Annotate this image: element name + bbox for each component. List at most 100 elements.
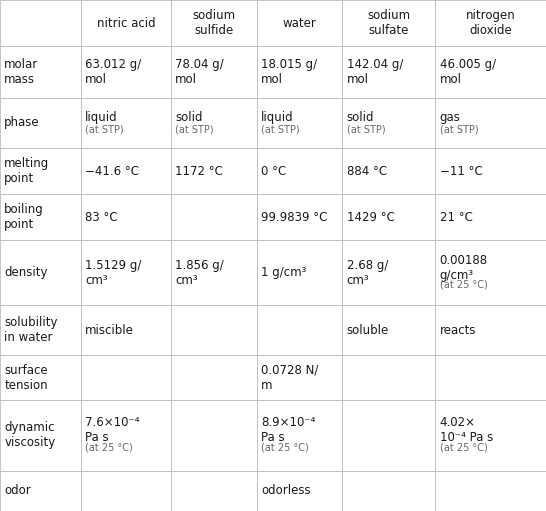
Bar	[81, 401, 171, 471]
Bar	[171, 471, 257, 511]
Text: 1.5129 g/
cm³: 1.5129 g/ cm³	[85, 259, 141, 287]
Bar	[0, 240, 81, 305]
Bar	[0, 194, 81, 240]
Text: nitrogen
dioxide: nitrogen dioxide	[466, 9, 515, 37]
Text: 1429 °C: 1429 °C	[347, 211, 395, 224]
Bar	[0, 305, 81, 356]
Bar	[171, 0, 257, 46]
Bar	[0, 401, 81, 471]
Bar	[171, 356, 257, 401]
Bar	[342, 194, 435, 240]
Bar	[257, 148, 342, 194]
Text: 1.856 g/
cm³: 1.856 g/ cm³	[175, 259, 224, 287]
Text: 46.005 g/
mol: 46.005 g/ mol	[440, 58, 496, 86]
Text: density: density	[4, 266, 48, 279]
Bar	[257, 401, 342, 471]
Bar	[342, 305, 435, 356]
Bar	[171, 401, 257, 471]
Bar	[171, 98, 257, 148]
Bar	[257, 471, 342, 511]
Text: −41.6 °C: −41.6 °C	[85, 165, 139, 178]
Bar	[342, 356, 435, 401]
Text: −11 °C: −11 °C	[440, 165, 482, 178]
Text: (at 25 °C): (at 25 °C)	[440, 280, 487, 290]
Text: (at STP): (at STP)	[85, 124, 124, 134]
Text: odor: odor	[4, 484, 31, 497]
Text: 0.00188
g/cm³: 0.00188 g/cm³	[440, 253, 488, 282]
Bar	[435, 46, 546, 98]
Bar	[0, 0, 81, 46]
Text: 8.9×10⁻⁴
Pa s: 8.9×10⁻⁴ Pa s	[261, 416, 316, 445]
Bar	[171, 305, 257, 356]
Text: 18.015 g/
mol: 18.015 g/ mol	[261, 58, 317, 86]
Text: phase: phase	[4, 117, 40, 129]
Text: gas: gas	[440, 111, 460, 124]
Bar	[81, 148, 171, 194]
Text: 0 °C: 0 °C	[261, 165, 286, 178]
Text: liquid: liquid	[261, 111, 294, 124]
Bar	[342, 0, 435, 46]
Text: 7.6×10⁻⁴
Pa s: 7.6×10⁻⁴ Pa s	[85, 416, 140, 445]
Text: sodium
sulfide: sodium sulfide	[192, 9, 235, 37]
Bar	[81, 305, 171, 356]
Text: (at STP): (at STP)	[440, 124, 478, 134]
Text: molar
mass: molar mass	[4, 58, 39, 86]
Bar	[0, 356, 81, 401]
Bar	[342, 401, 435, 471]
Bar	[257, 46, 342, 98]
Bar	[257, 356, 342, 401]
Text: (at STP): (at STP)	[347, 124, 385, 134]
Text: (at STP): (at STP)	[175, 124, 214, 134]
Bar	[435, 240, 546, 305]
Text: 1172 °C: 1172 °C	[175, 165, 223, 178]
Text: sodium
sulfate: sodium sulfate	[367, 9, 410, 37]
Bar	[342, 46, 435, 98]
Text: odorless: odorless	[261, 484, 311, 497]
Text: solid: solid	[347, 111, 374, 124]
Bar	[435, 0, 546, 46]
Bar	[257, 0, 342, 46]
Text: water: water	[282, 16, 317, 30]
Bar	[0, 98, 81, 148]
Text: liquid: liquid	[85, 111, 118, 124]
Text: solubility
in water: solubility in water	[4, 316, 58, 344]
Text: reacts: reacts	[440, 323, 476, 337]
Text: 99.9839 °C: 99.9839 °C	[261, 211, 328, 224]
Bar	[171, 194, 257, 240]
Text: (at 25 °C): (at 25 °C)	[85, 443, 133, 453]
Text: 4.02×
10⁻⁴ Pa s: 4.02× 10⁻⁴ Pa s	[440, 416, 493, 445]
Text: surface
tension: surface tension	[4, 364, 48, 392]
Text: 884 °C: 884 °C	[347, 165, 387, 178]
Text: 1 g/cm³: 1 g/cm³	[261, 266, 306, 279]
Text: (at 25 °C): (at 25 °C)	[440, 443, 487, 453]
Text: 142.04 g/
mol: 142.04 g/ mol	[347, 58, 403, 86]
Text: solid: solid	[175, 111, 203, 124]
Bar	[342, 471, 435, 511]
Bar	[257, 305, 342, 356]
Bar	[257, 240, 342, 305]
Text: 21 °C: 21 °C	[440, 211, 472, 224]
Bar	[342, 240, 435, 305]
Bar	[435, 305, 546, 356]
Bar	[0, 148, 81, 194]
Bar	[81, 0, 171, 46]
Text: 0.0728 N/
m: 0.0728 N/ m	[261, 364, 318, 392]
Bar	[342, 98, 435, 148]
Bar	[81, 356, 171, 401]
Text: miscible: miscible	[85, 323, 134, 337]
Text: nitric acid: nitric acid	[97, 16, 155, 30]
Text: 2.68 g/
cm³: 2.68 g/ cm³	[347, 259, 388, 287]
Bar	[435, 471, 546, 511]
Text: dynamic
viscosity: dynamic viscosity	[4, 422, 56, 450]
Bar	[435, 356, 546, 401]
Text: melting
point: melting point	[4, 157, 50, 185]
Bar	[342, 148, 435, 194]
Text: (at 25 °C): (at 25 °C)	[261, 443, 308, 453]
Bar	[81, 98, 171, 148]
Bar	[81, 240, 171, 305]
Bar	[171, 148, 257, 194]
Bar	[435, 194, 546, 240]
Text: 83 °C: 83 °C	[85, 211, 118, 224]
Bar	[0, 471, 81, 511]
Bar	[171, 240, 257, 305]
